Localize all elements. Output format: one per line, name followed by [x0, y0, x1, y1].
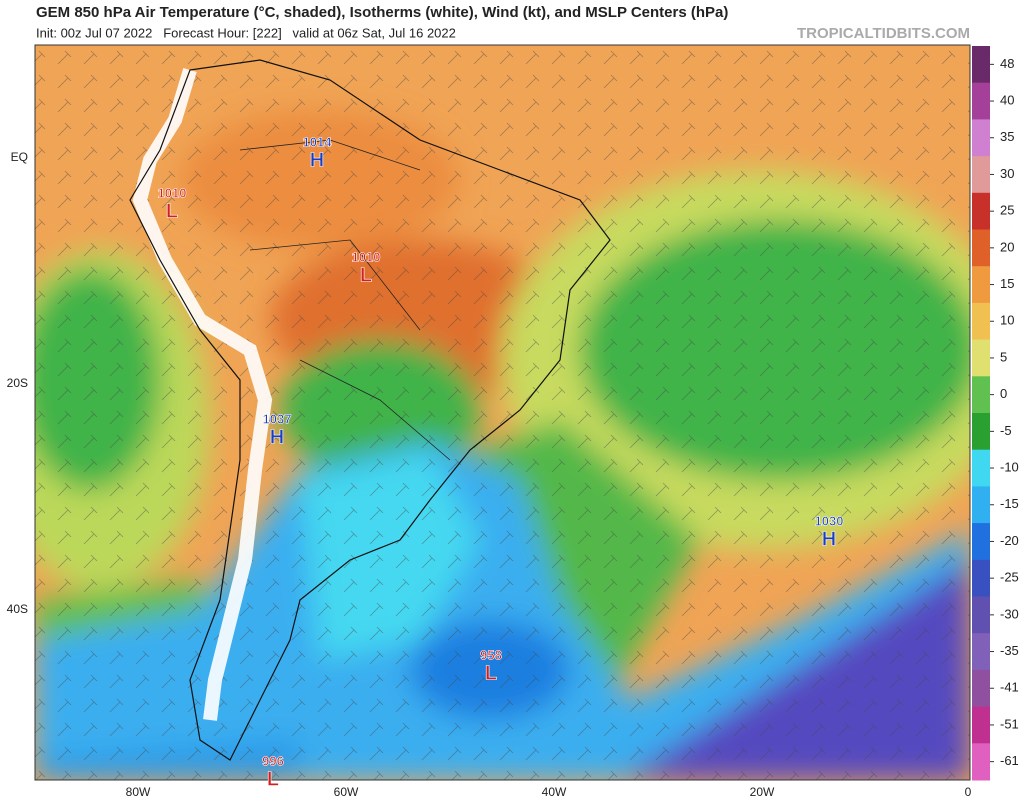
- colorbar-label: -20: [1000, 533, 1019, 548]
- borders: [239, 139, 451, 461]
- colorbar-swatch: [972, 339, 990, 377]
- pressure-center: L: [166, 200, 178, 222]
- lon-label: 20W: [750, 785, 775, 799]
- colorbar-label: -30: [1000, 606, 1019, 621]
- colorbar-label: 30: [1000, 166, 1014, 181]
- colorbar-label: 15: [1000, 276, 1014, 291]
- colorbar-label: -10: [1000, 459, 1019, 474]
- colorbar-swatch: [972, 413, 990, 451]
- colorbar-swatch: [972, 449, 990, 487]
- colorbar-swatch: [972, 119, 990, 157]
- colorbar-swatch: [972, 596, 990, 634]
- colorbar: 48 40 35 30 25 20 15 10 5 0 -5 -10 -15 -20 -25 -30 -35 -4…: [972, 46, 1019, 781]
- coastline: [129, 59, 611, 761]
- pressure-center: L: [360, 264, 372, 286]
- colorbar-label: 5: [1000, 349, 1007, 364]
- title: GEM 850 hPa Air Temperature (°C, shaded)…: [36, 4, 728, 21]
- lon-label: 0: [965, 785, 972, 799]
- colorbar-label: 20: [1000, 239, 1014, 254]
- pressure-value: 958: [480, 647, 502, 662]
- lon-label: 40W: [542, 785, 567, 799]
- colorbar-swatch: [972, 302, 990, 341]
- colorbar-label: 0: [1000, 386, 1007, 401]
- pressure-value: 1014: [303, 134, 333, 149]
- colorbar-label: 10: [1000, 313, 1014, 328]
- subtitle: Init: 00z Jul 07 2022 Forecast Hour: [22…: [36, 25, 456, 40]
- colorbar-swatch: [972, 669, 990, 708]
- colorbar-swatch: [972, 46, 990, 84]
- pressure-value: 996: [262, 753, 284, 768]
- colorbar-swatch: [972, 192, 990, 230]
- pressure-value: 1037: [263, 411, 292, 426]
- site-name: TROPICALTIDBITS.COM: [797, 25, 970, 42]
- colorbar-label: -15: [1000, 496, 1019, 511]
- colorbar-label: -5: [1000, 423, 1012, 438]
- lon-label: 60W: [334, 785, 359, 799]
- pressure-center: H: [310, 149, 324, 171]
- colorbar-label: -35: [1000, 643, 1019, 658]
- lat-label: EQ: [11, 150, 28, 164]
- colorbar-swatch: [972, 559, 990, 597]
- lon-label: 80W: [126, 785, 151, 799]
- colorbar-swatch: [972, 82, 990, 120]
- pressure-value: 1010: [352, 249, 381, 264]
- colorbar-label: -25: [1000, 570, 1019, 585]
- colorbar-swatch: [972, 706, 990, 744]
- pressure-value: 1030: [815, 513, 844, 528]
- colorbar-label: 35: [1000, 129, 1014, 144]
- pressure-value: 1010: [158, 185, 187, 200]
- map-frame: [34, 44, 971, 781]
- colorbar-swatch: [972, 486, 990, 524]
- pressure-center: H: [270, 426, 284, 448]
- colorbar-swatch: [972, 229, 990, 267]
- colorbar-swatch: [972, 633, 990, 671]
- colorbar-label: 25: [1000, 203, 1014, 218]
- wind-barbs: [35, 45, 970, 780]
- lat-label: 40S: [7, 602, 28, 616]
- colorbar-swatch: [972, 266, 990, 304]
- colorbar-swatch: [972, 156, 990, 194]
- colorbar-label: -51: [1000, 716, 1019, 731]
- lat-label: 20S: [7, 376, 28, 390]
- colorbar-label: 40: [1000, 92, 1014, 107]
- colorbar-label: -41: [1000, 680, 1019, 695]
- pressure-center: H: [822, 528, 836, 550]
- colorbar-swatch: [972, 743, 990, 781]
- andes: [132, 67, 273, 721]
- pressure-center: L: [267, 768, 279, 790]
- colorbar-label: 48: [1000, 56, 1014, 71]
- colorbar-label: -61: [1000, 753, 1019, 768]
- colorbar-swatch: [972, 523, 990, 561]
- map: [35, 45, 970, 780]
- colorbar-swatch: [972, 376, 990, 414]
- pressure-center: L: [485, 662, 497, 684]
